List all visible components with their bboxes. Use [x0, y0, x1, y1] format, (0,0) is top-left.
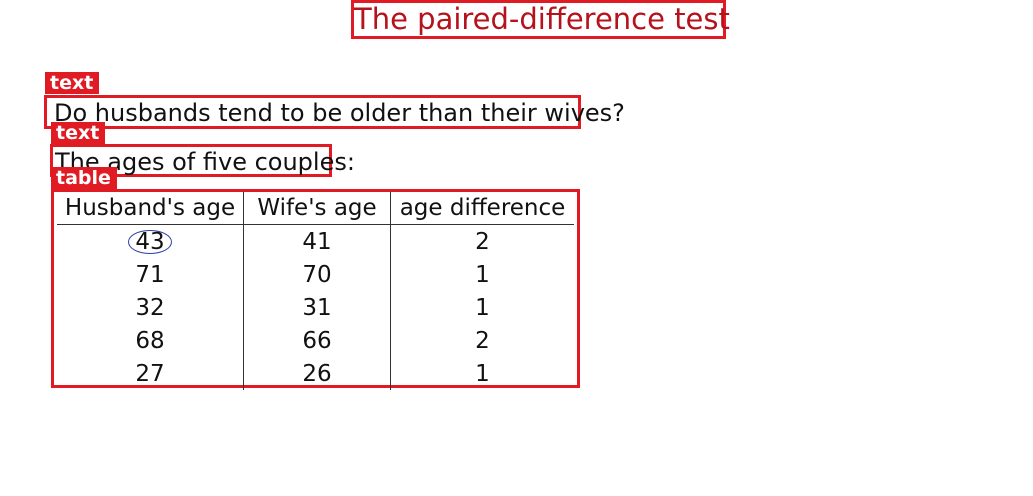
- column-header-wife: Wife's age: [243, 192, 391, 225]
- text-region-tag: text: [45, 72, 100, 94]
- table-row: 68 66 2: [57, 324, 574, 357]
- age-difference-cell: 1: [475, 360, 490, 387]
- age-difference-cell: 1: [475, 294, 490, 321]
- ages-table-region: Husband's age Wife's age age difference …: [51, 189, 580, 390]
- wife-age-cell: 26: [243, 357, 391, 390]
- husband-age-cell: 43: [57, 224, 244, 258]
- age-difference-cell: 2: [475, 327, 490, 354]
- table-region-tag: table: [51, 167, 117, 189]
- text-region-tag: text: [51, 122, 106, 144]
- husband-age-cell: 68: [57, 324, 244, 357]
- wife-age-cell: 66: [243, 324, 391, 357]
- table-row: 27 26 1: [57, 357, 574, 390]
- question-text: Do husbands tend to be older than their …: [44, 95, 625, 129]
- wife-age-cell: 31: [243, 291, 391, 324]
- wife-age-cell: 70: [243, 258, 391, 291]
- table-header-row: Husband's age Wife's age age difference: [57, 192, 574, 225]
- husband-age-cell: 27: [57, 357, 244, 390]
- husband-age-cell: 71: [57, 258, 244, 291]
- table-row: 71 70 1: [57, 258, 574, 291]
- ages-table: Husband's age Wife's age age difference …: [57, 192, 574, 390]
- table-row: 32 31 1: [57, 291, 574, 324]
- age-difference-cell: 1: [475, 261, 490, 288]
- page-title: The paired-difference test: [351, 0, 730, 39]
- husband-age-cell: 32: [57, 291, 244, 324]
- column-header-husband: Husband's age: [57, 192, 244, 225]
- circled-value: 43: [128, 229, 172, 254]
- table-row: 43 41 2: [57, 224, 574, 258]
- column-header-difference: age difference: [390, 192, 574, 225]
- wife-age-cell: 41: [243, 224, 391, 258]
- age-difference-cell: 2: [475, 228, 490, 255]
